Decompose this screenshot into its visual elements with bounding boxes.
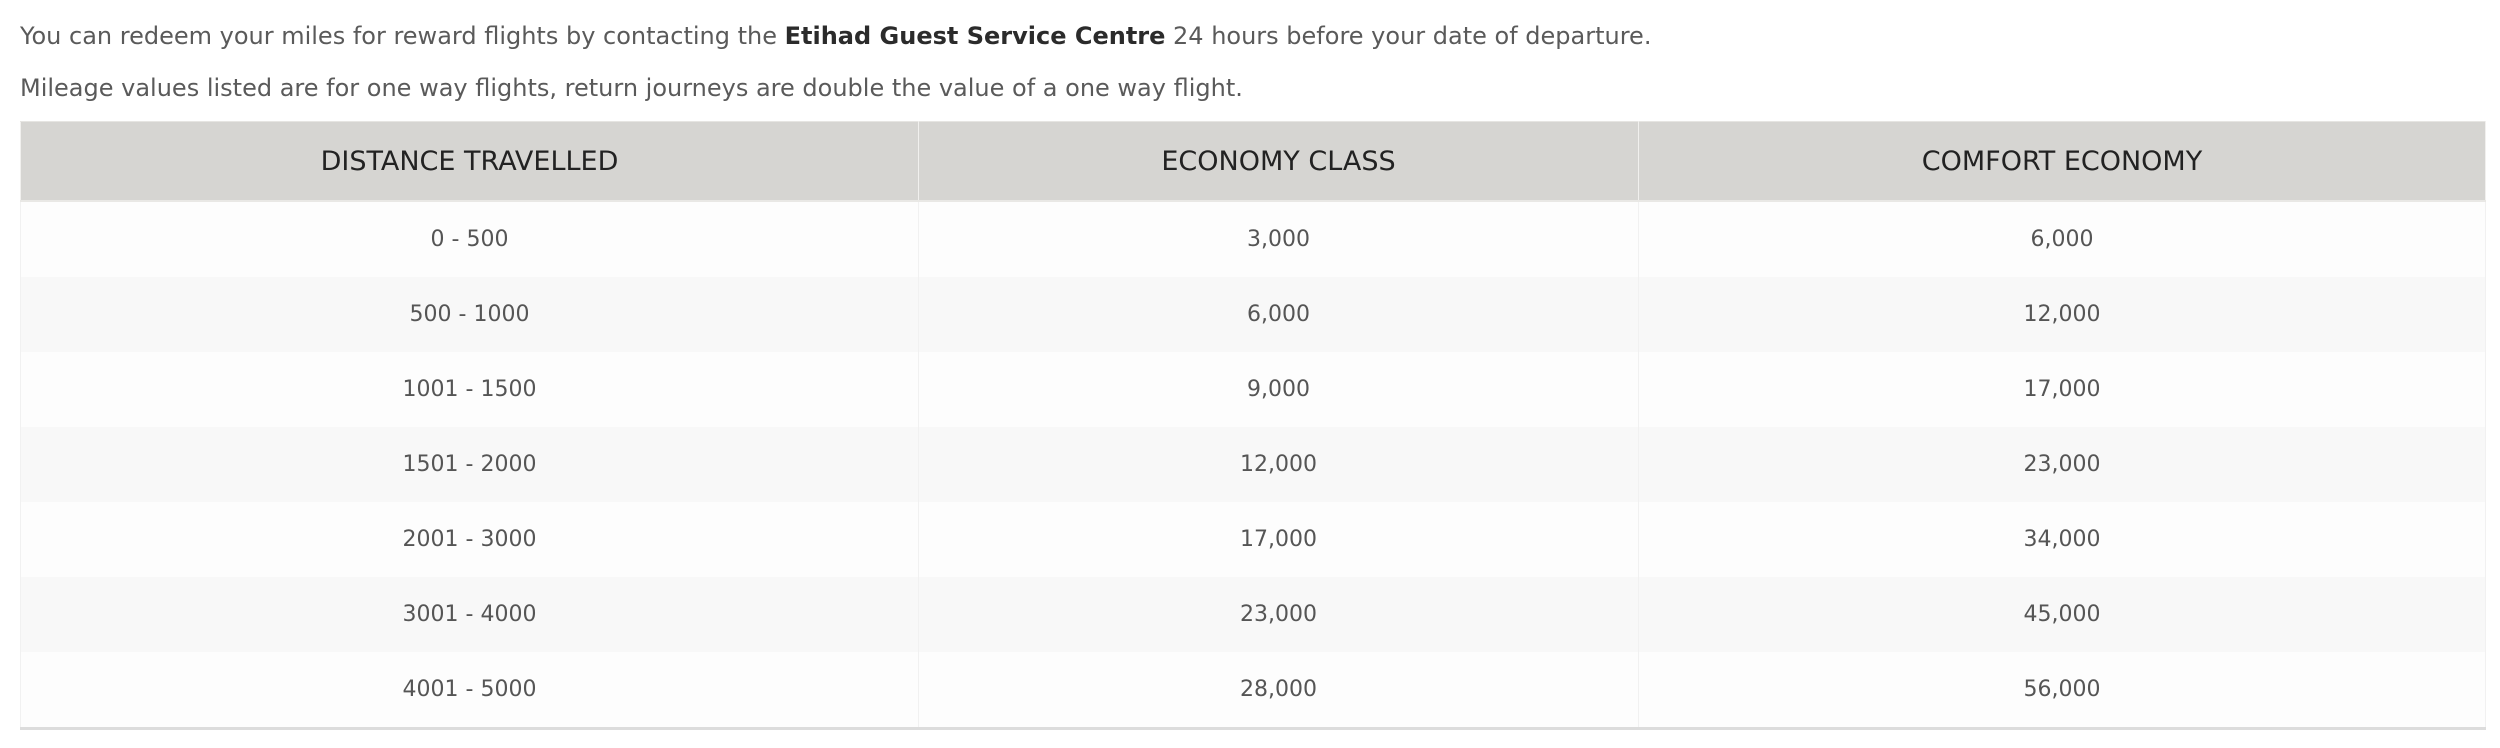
table-row: 3001 - 4000 23,000 45,000 bbox=[20, 577, 2486, 652]
redeem-info-text: You can redeem your miles for reward fli… bbox=[20, 0, 2500, 52]
redemption-table-container: DISTANCE TRAVELLED ECONOMY CLASS COMFORT… bbox=[20, 121, 2486, 730]
comfort-economy-miles-cell: 12,000 bbox=[1638, 277, 2486, 352]
table-row: 2001 - 3000 17,000 34,000 bbox=[20, 502, 2486, 577]
table-header-row: DISTANCE TRAVELLED ECONOMY CLASS COMFORT… bbox=[20, 121, 2486, 202]
header-economy-class: ECONOMY CLASS bbox=[918, 121, 1639, 202]
table-row: 500 - 1000 6,000 12,000 bbox=[20, 277, 2486, 352]
comfort-economy-miles-cell: 34,000 bbox=[1638, 502, 2486, 577]
header-comfort-economy: COMFORT ECONOMY bbox=[1638, 121, 2486, 202]
comfort-economy-miles-cell: 17,000 bbox=[1638, 352, 2486, 427]
redeem-info-prefix: You can redeem your miles for reward fli… bbox=[20, 22, 785, 50]
redeem-info-suffix: 24 hours before your date of departure. bbox=[1165, 22, 1652, 50]
header-distance-travelled: DISTANCE TRAVELLED bbox=[20, 121, 919, 202]
distance-cell: 3001 - 4000 bbox=[20, 577, 919, 652]
economy-miles-cell: 23,000 bbox=[918, 577, 1639, 652]
table-row: 1501 - 2000 12,000 23,000 bbox=[20, 427, 2486, 502]
page-content: You can redeem your miles for reward fli… bbox=[0, 0, 2500, 104]
distance-cell: 2001 - 3000 bbox=[20, 502, 919, 577]
economy-miles-cell: 6,000 bbox=[918, 277, 1639, 352]
comfort-economy-miles-cell: 56,000 bbox=[1638, 652, 2486, 730]
economy-miles-cell: 12,000 bbox=[918, 427, 1639, 502]
economy-miles-cell: 28,000 bbox=[918, 652, 1639, 730]
mileage-note-text: Mileage values listed are for one way fl… bbox=[20, 74, 1243, 102]
table-row: 4001 - 5000 28,000 56,000 bbox=[20, 652, 2486, 730]
redemption-table: DISTANCE TRAVELLED ECONOMY CLASS COMFORT… bbox=[20, 121, 2486, 730]
economy-miles-cell: 3,000 bbox=[918, 201, 1639, 277]
comfort-economy-miles-cell: 45,000 bbox=[1638, 577, 2486, 652]
economy-miles-cell: 17,000 bbox=[918, 502, 1639, 577]
distance-cell: 1001 - 1500 bbox=[20, 352, 919, 427]
table-row: 1001 - 1500 9,000 17,000 bbox=[20, 352, 2486, 427]
service-centre-name: Etihad Guest Service Centre bbox=[784, 22, 1166, 50]
distance-cell: 0 - 500 bbox=[20, 201, 919, 277]
distance-cell: 4001 - 5000 bbox=[20, 652, 919, 730]
comfort-economy-miles-cell: 6,000 bbox=[1638, 201, 2486, 277]
distance-cell: 1501 - 2000 bbox=[20, 427, 919, 502]
table-row: 0 - 500 3,000 6,000 bbox=[20, 201, 2486, 277]
comfort-economy-miles-cell: 23,000 bbox=[1638, 427, 2486, 502]
economy-miles-cell: 9,000 bbox=[918, 352, 1639, 427]
distance-cell: 500 - 1000 bbox=[20, 277, 919, 352]
